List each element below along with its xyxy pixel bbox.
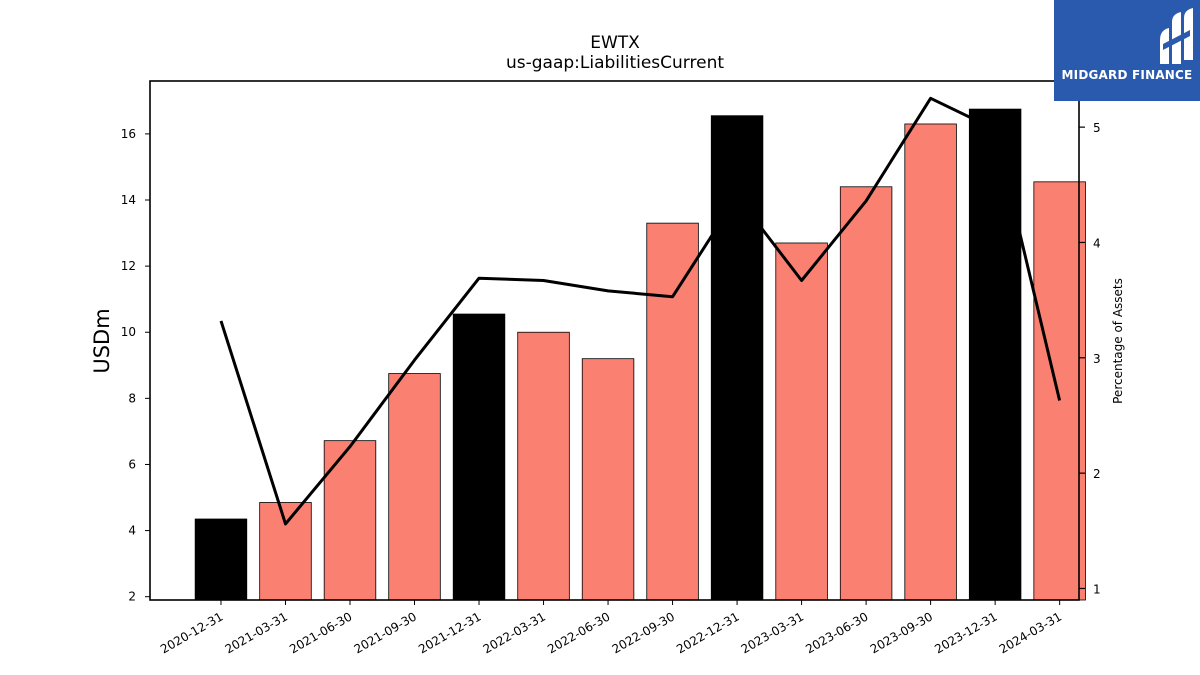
x-tick-label: 2022-03-31 [481,609,548,656]
bar-2023-12-31 [968,108,1022,601]
bar-2021-12-31 [452,313,506,601]
y2-tick-label: 2 [1093,467,1101,481]
bar-2021-09-30 [388,373,441,601]
x-tick-label: 2023-06-30 [803,609,870,656]
y-tick-label: 12 [121,259,136,273]
x-tick-label: 2021-09-30 [352,609,419,656]
y2-tick-label: 3 [1093,352,1101,366]
x-tick-label: 2020-12-31 [158,609,225,656]
x-tick-label: 2023-03-31 [739,609,806,656]
logo-mark-icon [1160,8,1193,64]
x-tick-label: 2022-06-30 [545,609,612,656]
bar-2024-03-31 [1033,181,1086,601]
bar-2022-12-31 [710,115,764,601]
x-tick-label: 2021-03-31 [223,609,290,656]
bar-2023-03-31 [775,242,828,601]
x-tick-label: 2022-09-30 [610,609,677,656]
y-tick-label: 10 [121,325,136,339]
chart-subtitle: us-gaap:LiabilitiesCurrent [506,53,724,73]
y2-tick-label: 1 [1093,582,1101,596]
bar-2022-09-30 [646,222,699,601]
bar-2022-06-30 [581,358,635,601]
bar-2021-03-31 [259,502,312,601]
y-tick-label: 4 [128,524,136,538]
y2-tick-label: 5 [1093,121,1101,135]
midgard-finance-logo: MIDGARD FINANCE [1054,0,1200,101]
chart-title: EWTX [590,33,640,53]
x-tick-label: 2021-12-31 [416,609,483,656]
bar-2020-12-31 [194,518,248,601]
x-tick-label: 2023-12-31 [932,609,999,656]
x-tick-label: 2024-03-31 [997,609,1064,656]
y2-tick-label: 4 [1093,236,1101,250]
y-tick-label: 6 [128,457,136,471]
x-tick-label: 2021-06-30 [287,609,354,656]
y2-axis-label: Percentage of Assets [1111,278,1125,404]
y-tick-label: 8 [128,391,136,405]
x-tick-label: 2022-12-31 [674,609,741,656]
plot-frame [149,80,1080,601]
y-tick-label: 14 [121,193,136,207]
y-tick-label: 2 [128,590,136,604]
x-tick-label: 2023-09-30 [868,609,935,656]
bar-2023-06-30 [839,186,893,601]
logo-text: MIDGARD FINANCE [1061,68,1193,82]
bar-2023-09-30 [904,123,957,601]
bar-2022-03-31 [517,331,570,601]
bar-2021-06-30 [323,440,377,601]
y-tick-label: 16 [121,127,136,141]
y-axis-label: USDm [90,308,114,373]
percentage-of-assets-line [219,96,1062,526]
